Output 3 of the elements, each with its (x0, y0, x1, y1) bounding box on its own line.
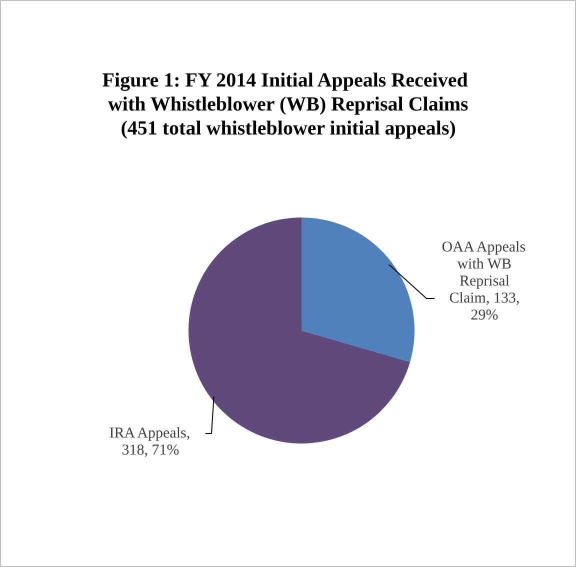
slice-label: IRA Appeals, 318, 71% (109, 426, 190, 458)
chart-title: Figure 1: FY 2014 Initial Appeals Received with Whistleblower (WB) Reprisal Claims (451 total whistleblower initial appeals) (102, 70, 469, 140)
slice-label: OAA Appeals with WB Reprisal Claim, 133, 29% (442, 240, 526, 324)
